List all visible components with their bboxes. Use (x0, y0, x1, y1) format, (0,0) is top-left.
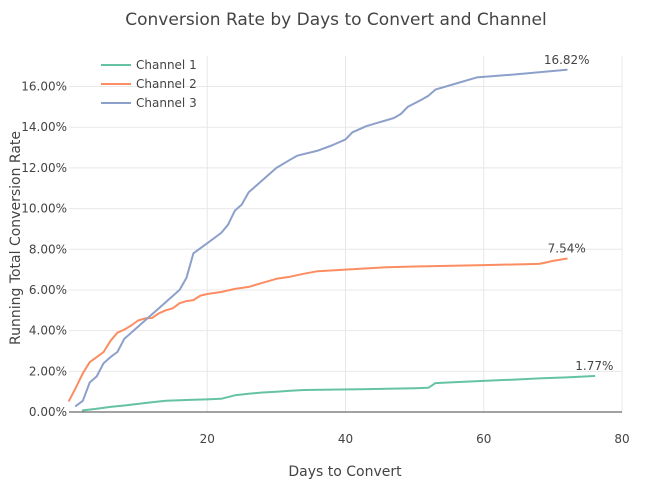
axis-layer: 0.00% 2.00% 4.00% 6.00% 8.00% 10.00% 12.00% 14.… (21, 80, 629, 446)
x-tick-label: 40 (338, 432, 353, 446)
legend-item-channel-1[interactable]: Channel 1 (101, 58, 197, 72)
x-axis-title: Days to Convert (288, 464, 402, 480)
channel-1-line[interactable] (81, 375, 596, 412)
y-tick-label: 10.00% (21, 202, 67, 216)
y-tick-label: 8.00% (29, 242, 67, 256)
y-tick-label: 14.00% (21, 120, 67, 134)
chart-title: Conversion Rate by Days to Convert and C… (125, 10, 546, 30)
y-tick-label: 4.00% (29, 324, 67, 338)
legend-item-channel-2[interactable]: Channel 2 (101, 77, 197, 91)
channel-2-end-label: 7.54% (548, 242, 586, 256)
legend-label: Channel 1 (136, 58, 197, 72)
channel-3-end-label: 16.82% (544, 53, 590, 67)
y-tick-label: 16.00% (21, 80, 67, 94)
series-layer (68, 68, 596, 412)
y-tick-label: 2.00% (29, 364, 67, 378)
x-tick-label: 20 (200, 432, 215, 446)
grid-layer (69, 56, 623, 412)
legend-label: Channel 3 (136, 96, 197, 110)
legend[interactable]: Channel 1 Channel 2 Channel 3 (101, 58, 197, 110)
y-tick-label: 0.00% (29, 405, 67, 419)
y-tick-label: 6.00% (29, 283, 67, 297)
x-tick-label: 60 (476, 432, 491, 446)
end-label-layer: 1.77% 7.54% 16.82% (544, 53, 614, 373)
channel-2-line[interactable] (68, 257, 568, 402)
y-axis-title: Running Total Conversion Rate (8, 131, 24, 345)
legend-label: Channel 2 (136, 77, 197, 91)
x-tick-label: 80 (614, 432, 629, 446)
legend-item-channel-3[interactable]: Channel 3 (101, 96, 197, 110)
y-tick-label: 12.00% (21, 161, 67, 175)
channel-3-line[interactable] (74, 68, 568, 407)
channel-1-end-label: 1.77% (575, 359, 613, 373)
